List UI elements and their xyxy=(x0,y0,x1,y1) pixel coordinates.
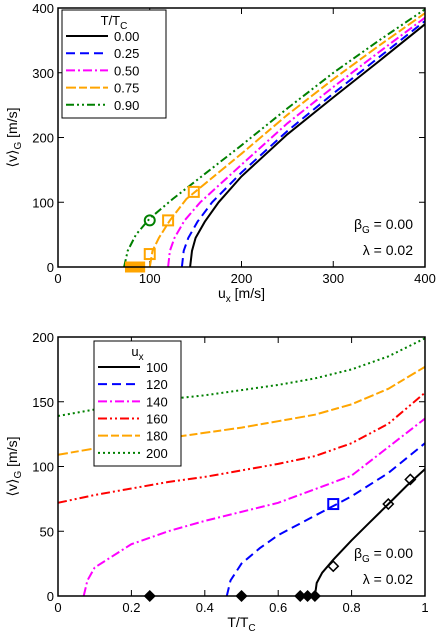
y-tick-label: 100 xyxy=(32,195,54,210)
marker-square xyxy=(187,185,200,198)
legend-title-sub: C xyxy=(120,21,127,32)
x-tick-label: 400 xyxy=(414,271,436,286)
x-axis-label-sub: x xyxy=(226,294,231,305)
y-axis-label-main: ⟨v⟩ xyxy=(4,150,20,168)
series-line-0.90 xyxy=(123,8,425,267)
y-tick-label: 0 xyxy=(47,589,54,604)
x-tick-label: 0 xyxy=(54,600,61,615)
x-tick-label: 300 xyxy=(322,271,344,286)
y-axis-label-sub: G xyxy=(13,471,24,479)
x-tick-label: 0 xyxy=(54,271,61,286)
annotation-beta: βG = 0.00 xyxy=(354,545,413,565)
plot-area xyxy=(123,8,425,267)
legend-label: 0.75 xyxy=(114,81,139,96)
legend-label: 120 xyxy=(146,377,168,392)
y-axis-label-main: ⟨v⟩ xyxy=(4,479,20,497)
y-axis-label-rest: [m/s] xyxy=(4,108,20,142)
y-axis-label: ⟨v⟩G [m/s] xyxy=(4,437,24,497)
annotation-lambda: λ = 0.02 xyxy=(363,242,413,258)
legend-title-sub: x xyxy=(139,352,144,363)
legend-label: 200 xyxy=(146,446,168,461)
annotation-beta-main: β xyxy=(354,545,362,561)
y-tick-label: 200 xyxy=(32,330,54,345)
legend-label: 140 xyxy=(146,394,168,409)
legend-label: 0.00 xyxy=(114,29,139,44)
legend-label: 180 xyxy=(146,429,168,444)
y-tick-label: 400 xyxy=(32,1,54,16)
series-line-120 xyxy=(225,442,425,596)
annotation-lambda: λ = 0.02 xyxy=(363,571,413,587)
series-line-0.00 xyxy=(189,23,425,267)
legend-label: 0.90 xyxy=(114,98,139,113)
marker-diamond xyxy=(382,497,395,511)
x-axis-label-sub: C xyxy=(248,623,255,634)
x-axis-label-main: u xyxy=(218,285,226,301)
marker-square xyxy=(143,248,156,261)
annotation-beta-sub: G xyxy=(362,554,370,565)
x-axis-label-main: T/T xyxy=(227,614,248,630)
y-axis-label-sub: G xyxy=(13,142,24,150)
legend-title: T/TC xyxy=(101,13,128,32)
series-line-160 xyxy=(58,391,425,504)
x-axis-label: T/TC xyxy=(227,614,255,634)
x-tick-label: 0.4 xyxy=(196,600,214,615)
annotation-beta-rest: = 0.00 xyxy=(370,216,413,232)
plot-frame xyxy=(57,7,426,268)
legend-box xyxy=(61,9,167,119)
x-tick-label: 0.8 xyxy=(343,600,361,615)
annotation-beta-sub: G xyxy=(362,225,370,236)
y-tick-label: 150 xyxy=(32,395,54,410)
y-axis-label-rest: [m/s] xyxy=(4,437,20,471)
legend-box xyxy=(93,340,182,467)
series-line-140 xyxy=(82,417,425,596)
marker-square xyxy=(327,498,340,511)
legend-label: 100 xyxy=(146,360,168,375)
series-line-100 xyxy=(313,468,425,596)
legend-title: ux xyxy=(131,344,143,363)
x-tick-label: 100 xyxy=(139,271,161,286)
marker-circle xyxy=(143,214,156,227)
legend-title-main: u xyxy=(131,344,138,359)
legend: T/TC0.00 0.25 0.50 0.75 0.90 xyxy=(61,9,167,119)
legend-label: 160 xyxy=(146,412,168,427)
y-tick-label: 0 xyxy=(47,260,54,275)
y-tick-label: 300 xyxy=(32,66,54,81)
annotation-beta-rest: = 0.00 xyxy=(370,545,413,561)
x-tick-label: 200 xyxy=(231,271,253,286)
series-line-0.75 xyxy=(148,12,425,267)
marker-diamond xyxy=(327,560,340,573)
annotation-beta: βG = 0.00 xyxy=(354,216,413,236)
plot-frame xyxy=(57,336,426,597)
annotation-beta-main: β xyxy=(354,216,362,232)
legend-label: 0.50 xyxy=(114,63,139,78)
x-tick-label: 1 xyxy=(421,600,428,615)
x-tick-label: 0.2 xyxy=(122,600,140,615)
y-axis-label: ⟨v⟩G [m/s] xyxy=(4,108,24,168)
y-tick-label: 100 xyxy=(32,460,54,475)
series-line-0.50 xyxy=(167,16,425,267)
y-tick-label: 200 xyxy=(32,131,54,146)
chart-panel-2: 0 0.2 0.4 0.6 0.8 1050100150200ux100120140160… xyxy=(4,330,429,634)
marker-diamond xyxy=(404,473,417,486)
legend-label: 0.25 xyxy=(114,46,139,61)
x-axis-label-rest: [m/s] xyxy=(231,285,265,301)
legend-title-main: T/T xyxy=(101,13,121,28)
chart-panel-1: 0 100 200 300 400 0 100 200 300 400 T/TC0.00 0.25 0.… xyxy=(4,1,436,305)
marker-square xyxy=(162,214,175,227)
x-axis-label: ux [m/s] xyxy=(218,285,265,305)
y-tick-label: 50 xyxy=(40,524,54,539)
x-tick-label: 0.6 xyxy=(269,600,287,615)
